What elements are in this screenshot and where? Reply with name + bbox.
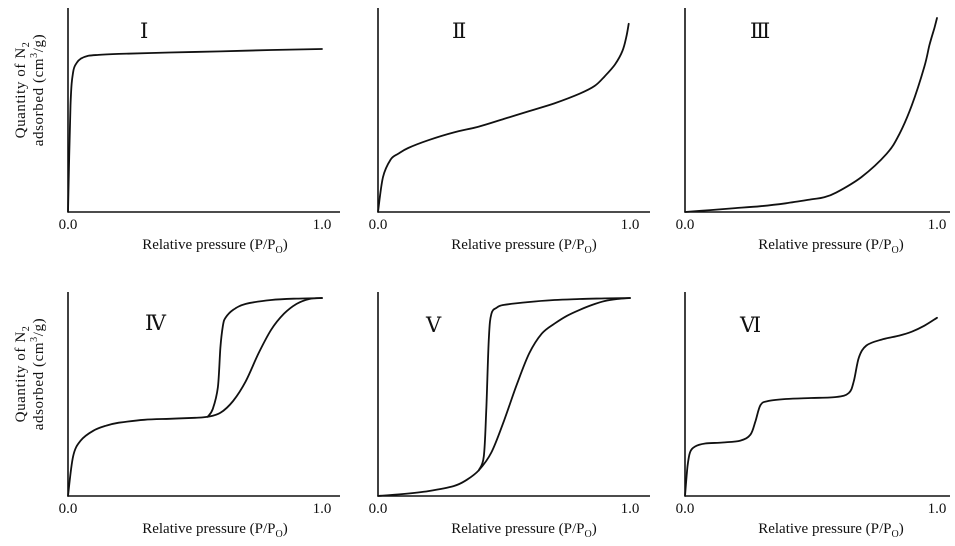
isotherm-panel-3: 0.0 1.0 Relative pressure (P/PO) Ⅲ xyxy=(676,8,950,256)
isotherm-panel-5: 0.0 1.0 Relative pressure (P/PO) Ⅴ xyxy=(369,292,650,540)
panel-title: Ⅵ xyxy=(739,313,761,337)
x-tick-label: 1.0 xyxy=(928,501,947,517)
x-axis-label: Relative pressure (P/PO) xyxy=(451,521,597,540)
x-tick-label: 0.0 xyxy=(676,217,695,233)
isotherm-panel-4: 0.0 1.0 Relative pressure (P/PO) Ⅳ Quantity … xyxy=(13,292,340,540)
panel-title: Ⅲ xyxy=(750,19,770,43)
isotherm-curve-2-1 xyxy=(377,22,630,213)
panel-title: Ⅰ xyxy=(140,19,148,43)
x-tick-label: 1.0 xyxy=(621,501,640,517)
x-axis-label: Relative pressure (P/PO) xyxy=(758,521,904,540)
x-axis-label: Relative pressure (P/PO) xyxy=(142,521,288,540)
x-axis-label: Relative pressure (P/PO) xyxy=(451,237,597,256)
isotherm-curve-6-1 xyxy=(684,316,938,497)
y-axis-label-line2: adsorbed (cm3/g) xyxy=(29,318,47,431)
x-tick-label: 1.0 xyxy=(928,217,947,233)
y-axis-label-line1: Quantity of N2 xyxy=(13,42,32,139)
x-tick-label: 1.0 xyxy=(313,217,332,233)
isotherm-curve-4-2 xyxy=(206,297,323,418)
y-axis-label-line1: Quantity of N2 xyxy=(13,326,32,423)
x-axis-label: Relative pressure (P/PO) xyxy=(142,237,288,256)
y-axis-label-line2: adsorbed (cm3/g) xyxy=(29,34,47,147)
isotherm-curve-4-1 xyxy=(67,297,323,497)
x-tick-label: 0.0 xyxy=(59,217,78,233)
isotherm-curve-5-2 xyxy=(477,297,631,472)
x-tick-label: 0.0 xyxy=(369,217,388,233)
panel-title: Ⅱ xyxy=(452,19,466,43)
x-tick-label: 1.0 xyxy=(313,501,332,517)
isotherm-curve-5-1 xyxy=(377,297,631,497)
x-tick-label: 1.0 xyxy=(621,217,640,233)
x-tick-label: 0.0 xyxy=(369,501,388,517)
x-tick-label: 0.0 xyxy=(676,501,695,517)
isotherm-curve-1-1 xyxy=(67,48,323,213)
panel-title: Ⅳ xyxy=(145,311,167,335)
isotherm-panel-2: 0.0 1.0 Relative pressure (P/PO) Ⅱ xyxy=(369,8,650,256)
isotherm-panel-1: 0.0 1.0 Relative pressure (P/PO) Ⅰ Quantity … xyxy=(13,8,340,256)
isotherm-panel-6: 0.0 1.0 Relative pressure (P/PO) Ⅵ xyxy=(676,292,950,540)
isotherm-curve-3-1 xyxy=(684,17,938,213)
panel-title: Ⅴ xyxy=(425,313,442,337)
x-axis-label: Relative pressure (P/PO) xyxy=(758,237,904,256)
x-tick-label: 0.0 xyxy=(59,501,78,517)
